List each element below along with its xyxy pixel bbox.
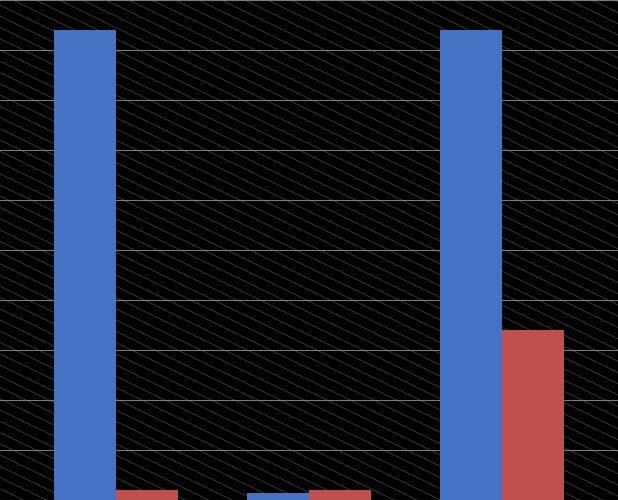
- Bar: [116, 490, 178, 500]
- Bar: [54, 30, 116, 500]
- Bar: [502, 330, 564, 500]
- Bar: [247, 492, 309, 500]
- Bar: [441, 30, 502, 500]
- Bar: [309, 490, 371, 500]
